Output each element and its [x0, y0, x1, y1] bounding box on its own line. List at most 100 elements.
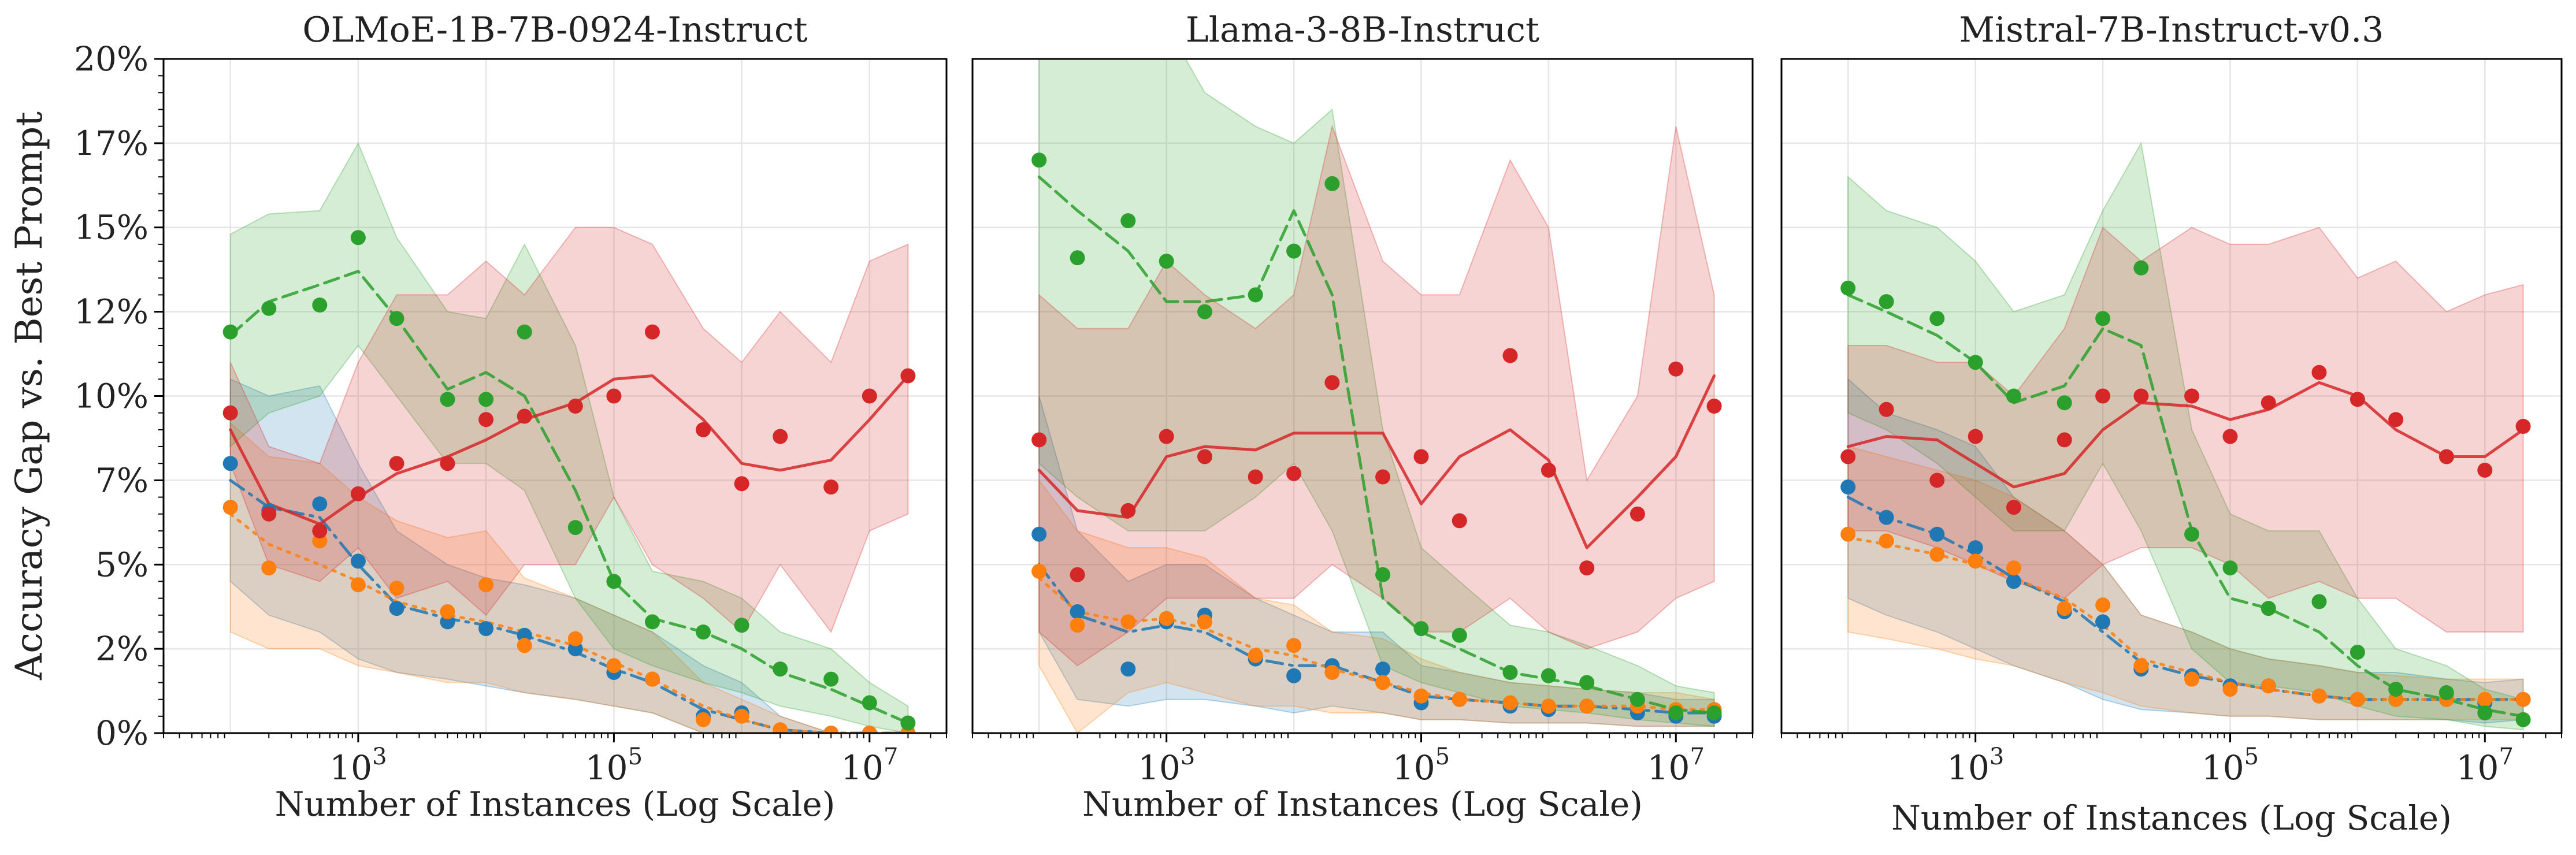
- data-point-orange: [1324, 665, 1340, 680]
- data-point-red: [1630, 506, 1645, 522]
- data-point-green: [1579, 675, 1595, 690]
- data-point-orange: [389, 581, 404, 596]
- y-tick-label: 20%: [74, 39, 149, 79]
- data-point-orange: [2057, 601, 2072, 616]
- x-tick-exponent: 5: [628, 744, 643, 770]
- data-point-orange: [2349, 692, 2365, 707]
- data-point-orange: [734, 708, 749, 724]
- data-point-orange: [1070, 618, 1085, 633]
- data-point-green: [2184, 526, 2200, 542]
- points-green: [1840, 260, 2531, 727]
- data-point-green: [1668, 705, 1684, 720]
- data-point-red: [1929, 473, 1945, 488]
- data-point-green: [1031, 153, 1047, 168]
- data-point-red: [1668, 361, 1684, 377]
- band-orange: [229, 421, 908, 733]
- data-point-red: [1579, 560, 1595, 576]
- data-point-green: [1248, 287, 1263, 303]
- data-point-red: [2311, 365, 2327, 380]
- trend-line-red: [1846, 381, 2525, 489]
- data-point-green: [1413, 621, 1429, 637]
- data-point-red: [389, 456, 404, 471]
- data-point-orange: [517, 638, 532, 653]
- trend-line-green: [229, 270, 910, 724]
- data-point-green: [2438, 685, 2454, 700]
- data-point-green: [900, 715, 916, 731]
- data-point-orange: [823, 726, 839, 733]
- data-point-orange: [222, 500, 238, 515]
- trend-line-red: [1037, 374, 1716, 549]
- data-point-blue: [1070, 604, 1085, 619]
- data-point-red: [1031, 432, 1047, 448]
- data-point-orange: [1248, 648, 1263, 663]
- data-point-red: [440, 456, 455, 471]
- data-point-orange: [1452, 692, 1467, 707]
- y-tick-label: 15%: [74, 208, 149, 247]
- data-point-red: [2222, 429, 2238, 444]
- data-point-red: [1840, 449, 1856, 464]
- data-point-orange: [2477, 692, 2493, 707]
- data-point-green: [1197, 304, 1212, 319]
- data-point-orange: [1968, 553, 1983, 569]
- data-point-red: [1706, 399, 1722, 414]
- data-point-orange: [1286, 638, 1302, 653]
- panel-title: Llama-3-8B-Instruct: [1186, 10, 1539, 50]
- data-point-blue: [389, 601, 404, 616]
- x-axis-label: Number of Instances (Log Scale): [1082, 785, 1643, 824]
- data-point-blue: [478, 621, 494, 637]
- band-orange: [1038, 478, 1715, 733]
- data-point-orange: [567, 631, 583, 646]
- points-green: [222, 230, 916, 731]
- y-tick-label: 10%: [74, 377, 149, 416]
- data-point-red: [1413, 449, 1429, 464]
- data-point-green: [1502, 665, 1518, 680]
- data-point-red: [2057, 432, 2072, 448]
- axes-frame: [1780, 58, 2563, 734]
- data-point-orange: [1929, 547, 1945, 562]
- band-red: [1038, 124, 1715, 667]
- data-point-orange: [2261, 678, 2276, 694]
- data-point-blue: [1929, 526, 1945, 542]
- data-point-red: [773, 429, 788, 444]
- data-point-red: [478, 412, 494, 428]
- data-point-blue: [2095, 614, 2111, 630]
- y-tick-label: 0%: [95, 713, 149, 753]
- data-point-orange: [2515, 692, 2531, 707]
- data-point-red: [734, 476, 749, 492]
- data-point-green: [1452, 627, 1467, 643]
- data-point-orange: [1541, 698, 1556, 714]
- data-point-green: [1375, 567, 1391, 582]
- data-point-green: [1630, 692, 1645, 707]
- points-green: [1031, 153, 1722, 720]
- data-point-red: [645, 324, 660, 340]
- data-point-red: [2261, 395, 2276, 411]
- data-point-green: [696, 624, 711, 640]
- data-point-green: [1159, 254, 1174, 269]
- data-point-green: [312, 298, 328, 313]
- data-point-green: [1840, 280, 1856, 296]
- y-axis-title: Accuracy Gap vs. Best Prompt: [8, 111, 51, 681]
- data-point-green: [478, 392, 494, 407]
- plot-area: [1840, 141, 2531, 731]
- data-point-orange: [696, 712, 711, 727]
- x-tick-label: 105: [1393, 744, 1450, 787]
- data-point-green: [2133, 260, 2149, 276]
- data-point-green: [2261, 601, 2276, 616]
- data-point-red: [2477, 462, 2493, 478]
- data-point-red: [1120, 503, 1136, 518]
- plot-area: [1031, 59, 1722, 733]
- x-tick-exponent: 3: [372, 744, 387, 770]
- y-tick-label: 5%: [95, 545, 149, 584]
- data-point-green: [1286, 243, 1302, 259]
- data-point-green: [2477, 705, 2493, 720]
- data-point-green: [606, 574, 622, 589]
- data-point-green: [2095, 311, 2111, 326]
- data-point-red: [2006, 500, 2021, 515]
- data-point-orange: [1197, 614, 1212, 630]
- data-point-orange: [350, 577, 366, 593]
- data-point-red: [2515, 419, 2531, 434]
- band-blue: [229, 378, 908, 733]
- data-point-red: [2349, 392, 2365, 407]
